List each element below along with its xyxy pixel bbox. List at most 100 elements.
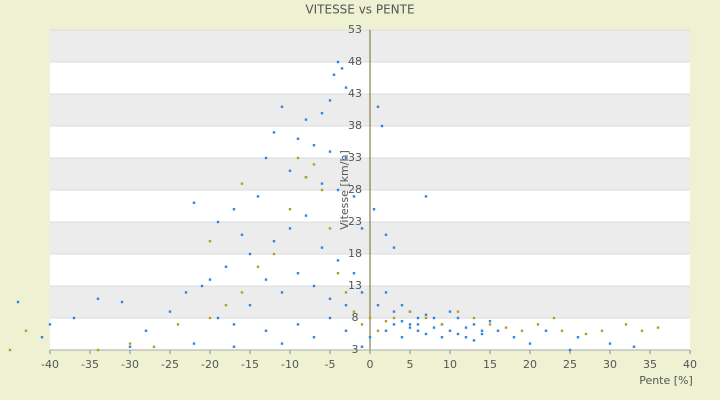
point — [296, 137, 300, 140]
point — [504, 326, 508, 329]
point — [192, 342, 196, 345]
point — [416, 323, 420, 326]
point — [424, 195, 428, 198]
point — [40, 336, 44, 339]
point — [280, 105, 284, 108]
point — [344, 329, 348, 332]
point — [256, 195, 260, 198]
x-tick-label: -20 — [201, 358, 219, 371]
point — [312, 336, 316, 339]
point — [264, 156, 268, 160]
y-tick-label: 33 — [348, 151, 362, 164]
point — [360, 227, 364, 230]
point — [464, 336, 468, 339]
point — [8, 348, 12, 352]
point — [376, 105, 380, 108]
point — [496, 329, 500, 332]
point — [48, 323, 52, 326]
point — [584, 332, 588, 336]
point — [328, 150, 332, 153]
point — [376, 304, 380, 307]
point — [280, 291, 284, 294]
point — [576, 336, 580, 339]
point — [216, 316, 220, 320]
point — [392, 316, 396, 320]
point — [248, 304, 252, 307]
x-tick-label: 30 — [603, 358, 617, 371]
point — [456, 316, 460, 320]
x-tick-label: -25 — [161, 358, 179, 371]
point — [432, 326, 436, 329]
point — [208, 278, 212, 281]
point — [344, 304, 348, 307]
point — [384, 329, 388, 332]
point — [416, 316, 420, 320]
y-tick-label: 13 — [348, 279, 362, 292]
point — [304, 176, 308, 179]
point — [272, 252, 276, 256]
x-tick-label: -30 — [121, 358, 139, 371]
point — [248, 252, 252, 256]
point — [304, 214, 308, 217]
x-tick-label: 15 — [483, 358, 497, 371]
point — [424, 316, 428, 320]
chart-title: VITESSE vs PENTE — [305, 3, 414, 17]
point — [440, 323, 444, 326]
point — [340, 67, 344, 70]
point — [424, 313, 428, 316]
point — [272, 131, 276, 134]
y-axis-title: Vitesse [km/h] — [338, 150, 351, 230]
point — [408, 326, 412, 329]
point — [96, 297, 100, 300]
x-tick-label: 20 — [523, 358, 537, 371]
point — [384, 320, 388, 323]
point — [24, 329, 28, 332]
x-tick-label: -35 — [81, 358, 99, 371]
point — [472, 316, 476, 320]
point — [144, 329, 148, 332]
point — [168, 310, 172, 313]
point — [240, 291, 244, 294]
y-tick-label: 3 — [352, 343, 359, 356]
point — [232, 345, 236, 348]
x-tick-label: 40 — [683, 358, 697, 371]
point — [72, 316, 76, 320]
x-tick-label: -5 — [325, 358, 336, 371]
point — [320, 246, 324, 249]
point — [376, 329, 380, 332]
point — [344, 156, 348, 160]
point — [448, 329, 452, 332]
point — [328, 297, 332, 300]
point — [472, 339, 476, 342]
point — [336, 259, 340, 262]
point — [600, 329, 604, 332]
point — [360, 345, 364, 348]
point — [424, 332, 428, 336]
point — [480, 332, 484, 336]
point — [520, 329, 524, 332]
point — [336, 272, 340, 275]
point — [240, 182, 244, 185]
point — [656, 326, 660, 329]
point — [344, 86, 348, 89]
x-tick-label: -15 — [241, 358, 259, 371]
point — [184, 291, 188, 294]
point — [264, 278, 268, 281]
point — [208, 316, 212, 320]
point — [456, 310, 460, 313]
point — [384, 233, 388, 236]
x-tick-label: 25 — [563, 358, 577, 371]
point — [312, 144, 316, 147]
point — [608, 342, 612, 345]
point — [336, 60, 340, 64]
point — [216, 220, 220, 224]
x-tick-label: -40 — [41, 358, 59, 371]
point — [392, 323, 396, 326]
point — [192, 201, 196, 204]
point — [400, 304, 404, 307]
point — [408, 323, 412, 326]
x-tick-label: 10 — [443, 358, 457, 371]
point — [328, 227, 332, 230]
point — [488, 320, 492, 323]
point — [384, 291, 388, 294]
